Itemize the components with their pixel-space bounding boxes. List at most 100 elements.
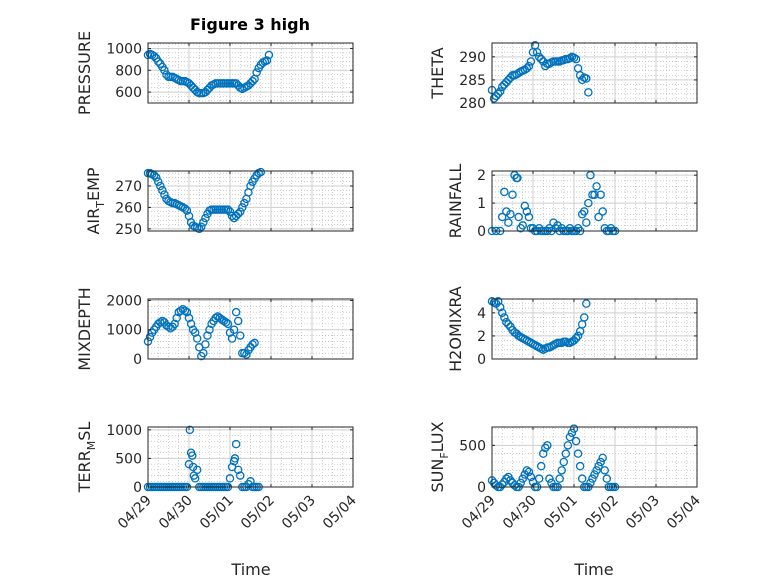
data-point	[524, 467, 534, 477]
data-point	[571, 333, 581, 343]
data-point	[590, 190, 599, 199]
data-point	[192, 334, 202, 343]
data-point	[170, 319, 179, 329]
data-point	[582, 74, 591, 83]
data-point	[514, 212, 523, 222]
data-point	[223, 319, 233, 329]
data-point	[536, 54, 546, 64]
data-point	[532, 47, 542, 57]
data-point	[184, 313, 194, 323]
y-axis-label: RAINFALL	[446, 164, 465, 239]
data-point	[180, 204, 190, 213]
y-tick-label: 2000	[106, 293, 142, 309]
axes-box	[147, 426, 354, 488]
data-point	[497, 308, 507, 318]
data-point	[256, 167, 265, 177]
data-point	[190, 474, 200, 483]
data-point	[201, 213, 210, 223]
data-point	[233, 465, 243, 475]
data-point	[563, 441, 573, 450]
x-tick-label: 05/02	[238, 493, 278, 533]
x-tick-label: 05/04	[320, 492, 360, 532]
x-tick-label: 04/30	[500, 493, 540, 533]
data-point	[211, 313, 220, 323]
data-point	[500, 187, 509, 197]
panel-mixdepth: 0 1000 2000 MIXDEPTH	[75, 287, 354, 371]
data-point	[497, 480, 507, 489]
data-point	[598, 453, 607, 463]
y-axis-label: SUNFLUX	[428, 421, 451, 492]
data-point	[497, 212, 507, 222]
data-point	[516, 478, 525, 488]
data-point	[156, 181, 165, 191]
y-tick-label: 1000	[106, 423, 142, 439]
data-point	[596, 190, 605, 199]
data-point	[594, 461, 603, 471]
x-tick-label: 04/29	[115, 493, 155, 533]
data-point	[575, 461, 585, 471]
data-point	[539, 449, 548, 458]
data-point	[577, 474, 587, 483]
data-point	[235, 331, 245, 340]
data-point	[526, 472, 536, 482]
data-point	[522, 64, 532, 73]
data-point	[594, 212, 603, 222]
data-point	[577, 75, 587, 85]
data-point	[199, 218, 208, 227]
y-axis-label: TERRMSL	[75, 422, 98, 494]
data-point	[555, 474, 564, 483]
data-point	[493, 297, 503, 306]
data-point	[151, 173, 161, 182]
data-point	[493, 89, 503, 99]
data-point	[506, 210, 515, 219]
data-point	[190, 328, 200, 337]
y-tick-label: 280	[459, 96, 486, 112]
data-point	[188, 451, 197, 460]
x-axis-label-left: Time	[230, 560, 270, 579]
data-point	[235, 207, 245, 216]
data-point	[233, 209, 243, 219]
data-point	[536, 461, 546, 471]
y-tick-label: 0	[133, 352, 142, 368]
data-point	[541, 443, 550, 453]
data-point	[522, 207, 532, 216]
figure-title: Figure 3 high	[190, 15, 310, 34]
data-point	[186, 319, 196, 329]
data-point	[565, 432, 575, 442]
data-point	[524, 212, 534, 222]
data-point	[569, 53, 579, 63]
data-point	[230, 454, 240, 463]
data-point	[242, 350, 251, 359]
data-point	[231, 439, 241, 449]
data-point	[506, 476, 515, 485]
data-point	[600, 466, 610, 475]
data-point	[526, 57, 536, 66]
y-tick-label: 1000	[106, 41, 142, 57]
data-point	[262, 56, 272, 65]
data-point	[227, 334, 237, 343]
y-tick-label: 2	[477, 329, 486, 345]
data-point	[197, 222, 206, 231]
panel-sun-flux: 0 500 04/29 04/30 05/01 05/02 05/03 05/04 SUNFLU…	[428, 421, 704, 532]
data-point	[504, 320, 513, 329]
data-point	[246, 181, 255, 191]
x-tick-label: 05/03	[279, 493, 319, 533]
y-axis-label: MIXDEPTH	[75, 287, 94, 370]
data-point	[233, 316, 243, 326]
x-axis-label-right: Time	[573, 560, 613, 579]
data-point	[201, 340, 210, 349]
data-point	[182, 206, 192, 215]
y-tick-label: 500	[459, 438, 486, 454]
data-point	[199, 348, 208, 358]
data-point	[569, 424, 579, 433]
y-tick-label: 285	[459, 73, 486, 89]
y-tick-label: 290	[459, 50, 486, 66]
data-point	[559, 457, 569, 467]
data-point	[235, 471, 245, 480]
data-point	[573, 449, 583, 458]
y-tick-label: 800	[115, 63, 142, 79]
axes-box	[491, 426, 698, 488]
data-point	[580, 207, 589, 216]
y-tick-label: 1	[477, 196, 486, 212]
data-point	[160, 66, 169, 75]
